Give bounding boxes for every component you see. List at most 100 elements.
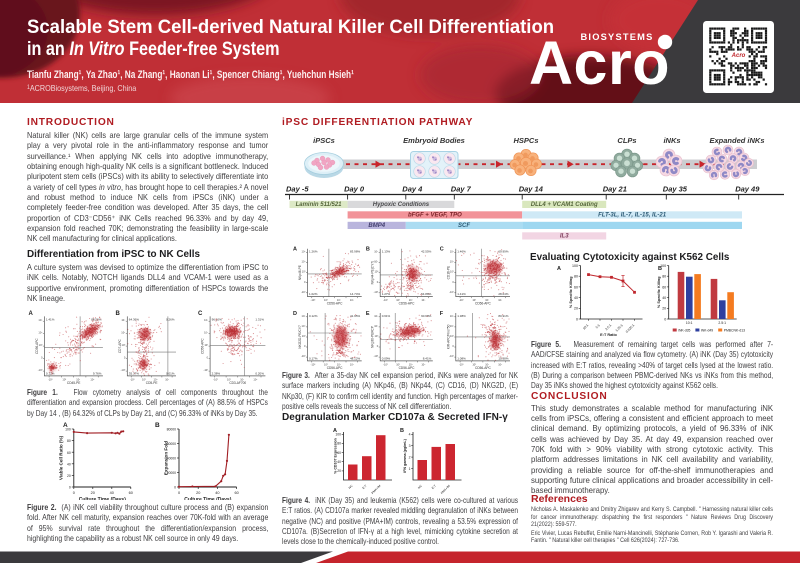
svg-text:-10³: -10³ [203,368,208,372]
svg-text:10⁵: 10⁵ [121,318,125,322]
svg-text:10⁴: 10⁴ [302,324,306,328]
svg-text:2.5:1: 2.5:1 [718,321,726,325]
svg-text:0.09%: 0.09% [382,356,391,360]
svg-text:10⁵: 10⁵ [350,362,354,366]
svg-text:10⁴: 10⁴ [154,377,158,381]
svg-text:10⁴: 10⁴ [409,298,413,302]
svg-text:0: 0 [664,317,666,321]
svg-text:B: B [658,266,662,272]
svg-text:0.61%: 0.61% [382,314,391,318]
svg-text:-10³: -10³ [121,368,126,372]
svg-text:SCF: SCF [458,223,470,229]
svg-text:20: 20 [574,307,578,311]
svg-text:40: 40 [574,296,578,300]
svg-text:83.98%: 83.98% [350,250,361,254]
svg-text:0.01%: 0.01% [166,371,175,375]
svg-text:10⁴: 10⁴ [76,377,80,381]
svg-text:42.55%: 42.55% [421,250,432,254]
svg-text:10³: 10³ [472,298,476,302]
svg-text:0: 0 [124,356,126,360]
svg-text:41.95%: 41.95% [350,314,361,318]
svg-text:PMA+IM: PMA+IM [440,484,451,495]
svg-text:-10³: -10³ [449,354,454,358]
svg-text:0: 0 [576,317,578,321]
svg-text:10⁵: 10⁵ [165,377,169,381]
svg-text:80.91%: 80.91% [498,314,509,318]
svg-text:-10³: -10³ [301,290,306,294]
svg-text:-10³: -10³ [383,362,388,366]
svg-text:0.12%: 0.12% [309,314,318,318]
svg-text:54.88%: 54.88% [421,292,432,296]
svg-text:F: F [440,311,444,317]
svg-text:E:T: E:T [361,484,367,490]
svg-text:10⁵: 10⁵ [253,377,257,381]
svg-text:0.12%: 0.12% [46,371,55,375]
svg-text:Acro: Acro [731,53,746,59]
svg-text:14.74%: 14.74% [350,292,361,296]
svg-text:0.625:1: 0.625:1 [625,323,636,334]
svg-text:Culture Time (Days): Culture Time (Days) [184,497,231,500]
svg-text:10⁵: 10⁵ [350,298,354,302]
svg-text:CD56-APC: CD56-APC [327,366,343,370]
svg-text:-10³: -10³ [213,377,218,381]
svg-text:Day 14: Day 14 [519,185,544,194]
svg-text:1: 1 [409,467,411,471]
svg-text:2.5:1: 2.5:1 [604,323,612,331]
svg-text:10³: 10³ [450,270,454,274]
svg-text:-10³: -10³ [38,368,43,372]
svg-text:HSPCs: HSPCs [513,136,538,145]
svg-text:NKp46-PE: NKp46-PE [298,265,302,280]
svg-text:% Specific Killing: % Specific Killing [569,276,573,308]
svg-text:Viable Cell Ratio (%): Viable Cell Ratio (%) [58,435,63,480]
svg-text:10⁴: 10⁴ [374,324,378,328]
svg-text:Day 0: Day 0 [344,185,365,194]
svg-text:10⁵: 10⁵ [421,362,425,366]
svg-text:90.68%: 90.68% [421,314,432,318]
svg-text:10⁴: 10⁴ [302,260,306,264]
svg-text:A: A [29,311,34,317]
svg-text:2.38%: 2.38% [212,371,221,375]
svg-text:60: 60 [234,491,238,495]
svg-text:0: 0 [377,280,379,284]
svg-text:PMBCNK-d13: PMBCNK-d13 [724,328,745,332]
svg-text:10⁵: 10⁵ [421,298,425,302]
svg-text:10⁴: 10⁴ [374,260,378,264]
svg-text:CD3-AF700: CD3-AF700 [229,381,246,385]
svg-text:60: 60 [574,285,578,289]
svg-text:0: 0 [377,344,379,348]
svg-text:3: 3 [409,444,411,448]
svg-text:10³: 10³ [227,377,231,381]
svg-text:80: 80 [67,439,71,443]
svg-text:1.31%: 1.31% [255,317,264,321]
svg-text:0: 0 [304,280,306,284]
svg-text:Laminin 511/521: Laminin 511/521 [296,202,343,208]
svg-text:iPSCs: iPSCs [313,136,335,145]
svg-text:10³: 10³ [142,377,146,381]
svg-text:FLT-3L, IL-7, IL-15, IL-21: FLT-3L, IL-7, IL-15, IL-21 [598,213,667,219]
svg-text:1.13%: 1.13% [382,250,391,254]
svg-text:NC: NC [348,483,354,489]
svg-text:80: 80 [662,275,666,279]
svg-text:5:1: 5:1 [595,323,601,329]
svg-text:1.02%: 1.02% [309,292,318,296]
svg-text:CD56-APC: CD56-APC [35,338,39,354]
svg-text:% Specific Killing: % Specific Killing [657,276,661,308]
svg-text:10³: 10³ [396,362,400,366]
svg-text:C: C [198,311,203,317]
svg-text:-10³: -10³ [301,354,306,358]
svg-text:10⁴: 10⁴ [337,362,341,366]
svg-text:60: 60 [67,451,71,455]
svg-text:10⁵: 10⁵ [374,250,378,254]
svg-text:10⁴: 10⁴ [450,324,454,328]
svg-text:20: 20 [67,474,71,478]
svg-text:iNKs: iNKs [663,136,680,145]
svg-text:1.46%: 1.46% [457,250,466,254]
svg-text:1.25:1: 1.25:1 [615,323,624,332]
svg-text:100: 100 [335,433,341,437]
svg-text:10⁵: 10⁵ [450,250,454,254]
svg-text:10⁵: 10⁵ [498,298,502,302]
svg-text:Day -5: Day -5 [286,185,309,194]
svg-text:10³: 10³ [122,343,126,347]
svg-text:10⁵: 10⁵ [90,377,94,381]
svg-text:Acro: Acro [529,29,670,97]
